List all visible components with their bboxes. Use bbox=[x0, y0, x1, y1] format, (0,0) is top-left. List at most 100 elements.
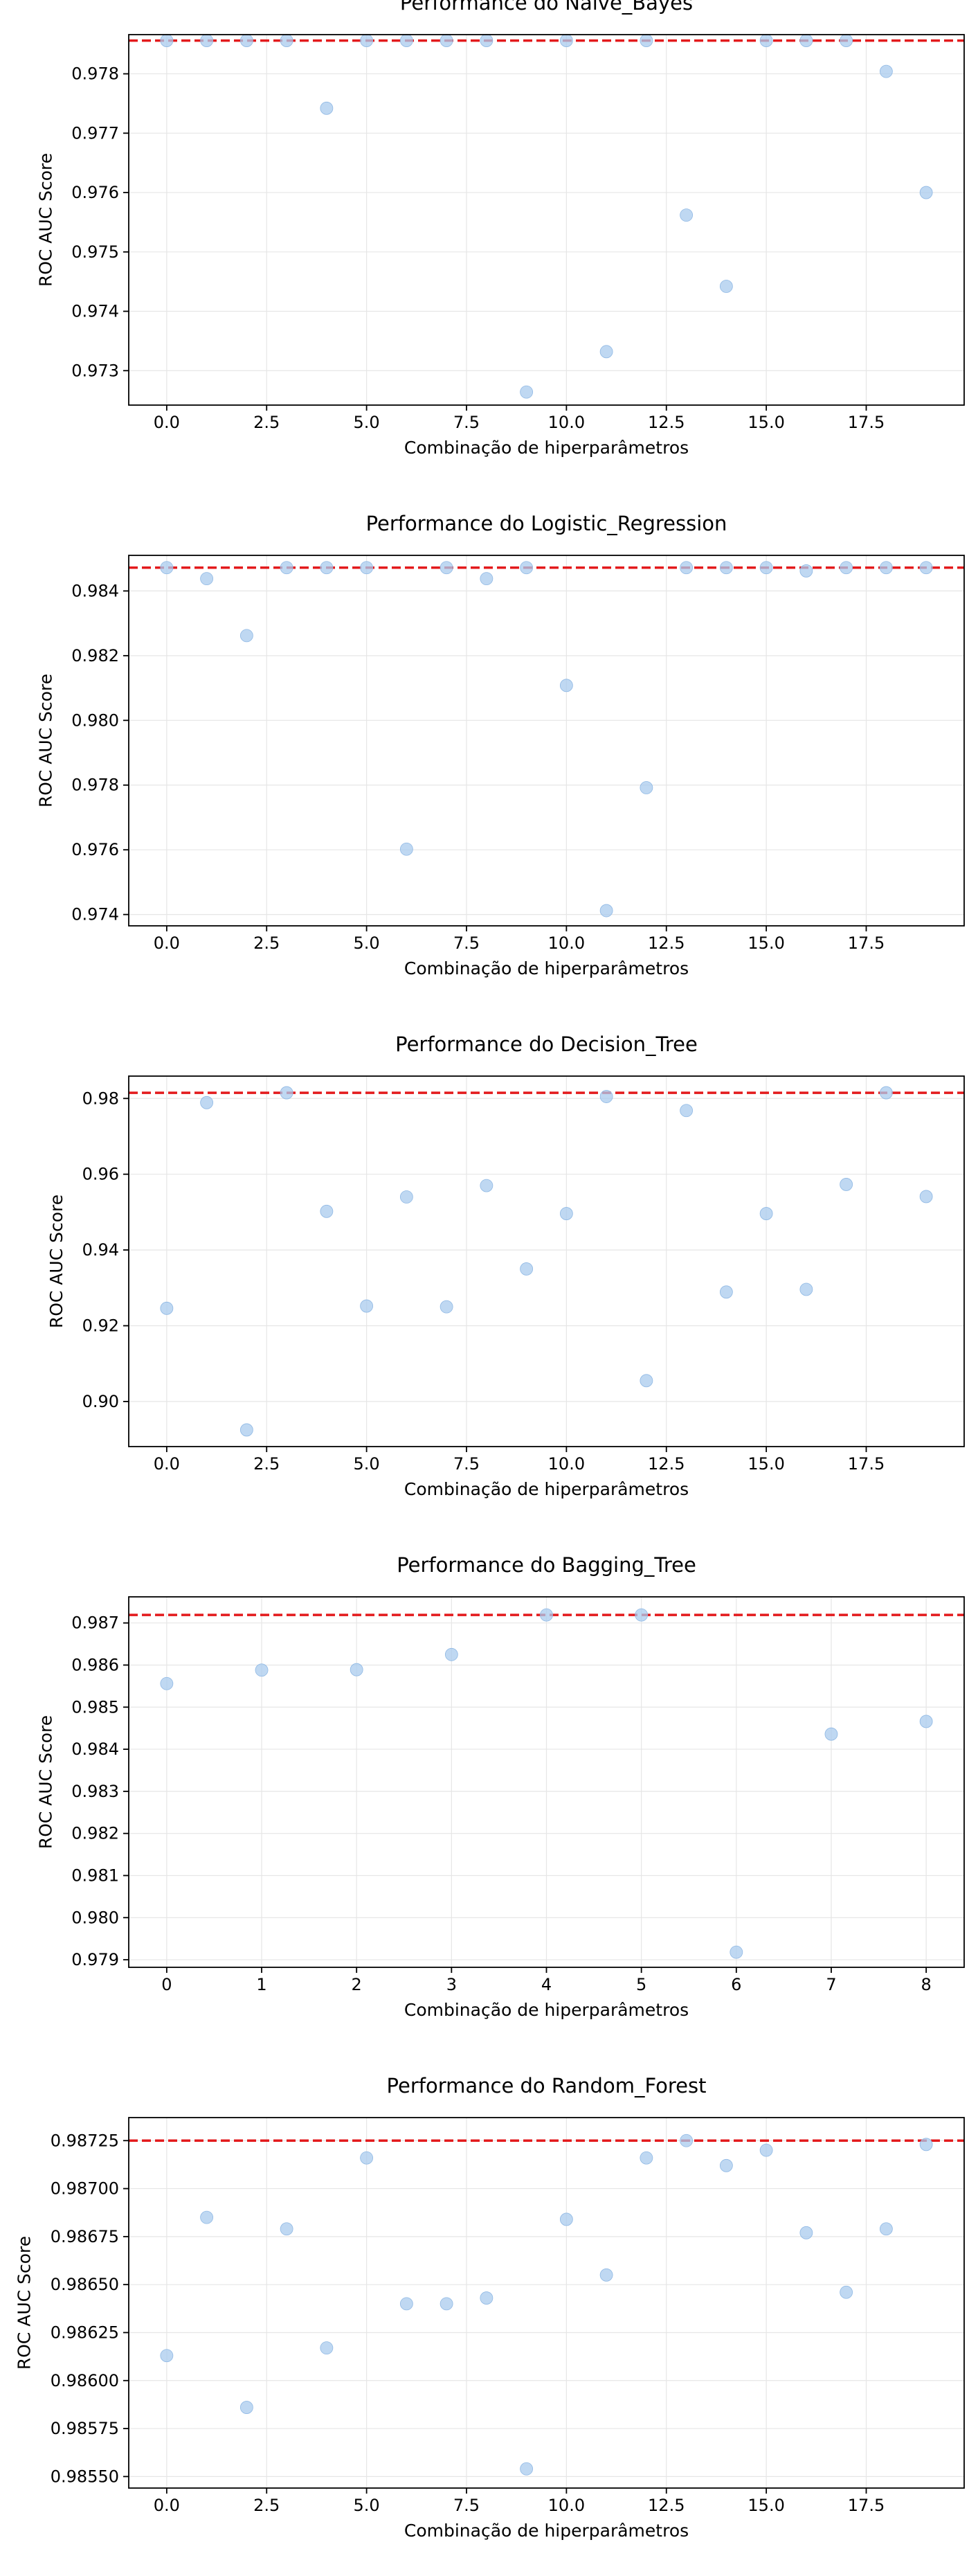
data-point bbox=[640, 2151, 653, 2165]
y-tick-label: 0.973 bbox=[71, 361, 119, 380]
y-tick-label: 0.974 bbox=[71, 302, 119, 321]
data-point bbox=[399, 34, 413, 47]
y-tick-label: 0.984 bbox=[71, 581, 119, 600]
data-point bbox=[200, 2210, 214, 2224]
data-point bbox=[559, 2212, 573, 2226]
data-point bbox=[520, 2462, 534, 2476]
y-tick-label: 0.976 bbox=[71, 183, 119, 202]
y-tick-label: 0.94 bbox=[82, 1240, 119, 1260]
plot-frame bbox=[128, 34, 965, 406]
x-tick-label: 10.0 bbox=[548, 2496, 585, 2515]
y-tick-label: 0.980 bbox=[71, 1908, 119, 1927]
data-point bbox=[440, 2297, 453, 2311]
data-point bbox=[255, 1663, 269, 1677]
data-point bbox=[799, 2226, 813, 2239]
y-tick-label: 0.979 bbox=[71, 1950, 119, 1969]
data-point bbox=[160, 1676, 174, 1690]
data-point bbox=[799, 34, 813, 47]
data-point bbox=[759, 2143, 773, 2157]
y-tick-label: 0.974 bbox=[71, 905, 119, 924]
y-tick-label: 0.977 bbox=[71, 123, 119, 143]
y-tick-label: 0.98625 bbox=[51, 2323, 119, 2342]
data-point bbox=[799, 564, 813, 578]
y-tick-label: 0.98725 bbox=[51, 2131, 119, 2150]
chart-panel-4: 0 1 2 3 4 5 6 7 8 0.979 0.980 0.981 0.982 0.983 0.984 0… bbox=[36, 1553, 965, 2020]
x-tick-label: 15.0 bbox=[748, 2496, 784, 2515]
data-point bbox=[759, 561, 773, 575]
x-tick-label: 12.5 bbox=[648, 2496, 685, 2515]
y-tick-label: 0.98600 bbox=[51, 2371, 119, 2390]
y-tick-label: 0.92 bbox=[82, 1316, 119, 1335]
x-tick-label: 5.0 bbox=[354, 413, 380, 432]
data-point bbox=[719, 2158, 733, 2172]
data-point bbox=[480, 34, 493, 47]
data-point bbox=[440, 34, 453, 47]
y-axis-label: ROC AUC Score bbox=[36, 153, 56, 287]
x-tick-label: 6 bbox=[731, 1975, 741, 1994]
y-axis-label: ROC AUC Score bbox=[36, 1715, 56, 1849]
data-point bbox=[160, 561, 174, 575]
y-tick-label: 0.98550 bbox=[51, 2467, 119, 2486]
data-point bbox=[840, 34, 853, 47]
data-point bbox=[599, 904, 613, 918]
data-point bbox=[824, 1727, 838, 1741]
data-point bbox=[480, 2291, 493, 2305]
x-tick-label: 5 bbox=[636, 1975, 646, 1994]
data-point bbox=[919, 1715, 933, 1728]
data-point bbox=[879, 2222, 893, 2236]
data-point bbox=[719, 561, 733, 575]
y-axis-label: ROC AUC Score bbox=[36, 674, 56, 807]
data-point bbox=[399, 842, 413, 856]
data-point bbox=[640, 781, 653, 794]
data-point bbox=[730, 1945, 743, 1959]
data-point bbox=[559, 34, 573, 47]
plot-frame bbox=[128, 2117, 965, 2489]
data-point bbox=[200, 1095, 214, 1109]
x-tick-label: 17.5 bbox=[848, 933, 885, 953]
data-point bbox=[350, 1663, 363, 1676]
data-point bbox=[520, 1262, 534, 1276]
data-point bbox=[680, 208, 694, 222]
data-point bbox=[160, 1301, 174, 1315]
x-tick-label: 4 bbox=[541, 1975, 552, 1994]
x-tick-label: 7.5 bbox=[453, 413, 480, 432]
y-tick-label: 0.986 bbox=[71, 1655, 119, 1674]
x-tick-label: 5.0 bbox=[354, 2496, 380, 2515]
chart-title: Performance do Logistic_Regression bbox=[366, 512, 727, 535]
x-tick-label: 17.5 bbox=[848, 1454, 885, 1474]
y-tick-label: 0.98675 bbox=[51, 2227, 119, 2246]
x-tick-label: 0 bbox=[161, 1975, 172, 1994]
x-tick-label: 3 bbox=[446, 1975, 457, 1994]
data-point bbox=[879, 1086, 893, 1100]
data-point bbox=[239, 34, 253, 47]
data-point bbox=[239, 629, 253, 643]
data-point bbox=[360, 561, 374, 575]
y-tick-label: 0.981 bbox=[71, 1866, 119, 1885]
data-point bbox=[559, 679, 573, 692]
x-tick-label: 0.0 bbox=[154, 413, 180, 432]
data-point bbox=[919, 2138, 933, 2152]
data-point bbox=[280, 34, 293, 47]
data-point bbox=[399, 2297, 413, 2311]
data-point bbox=[919, 186, 933, 199]
y-tick-label: 0.978 bbox=[71, 776, 119, 795]
y-tick-label: 0.985 bbox=[71, 1697, 119, 1717]
y-tick-label: 0.98700 bbox=[51, 2179, 119, 2199]
data-point bbox=[399, 1190, 413, 1204]
data-point bbox=[919, 561, 933, 575]
data-point bbox=[440, 561, 453, 575]
data-point bbox=[680, 561, 694, 575]
x-axis-label: Combinação de hiperparâmetros bbox=[404, 1479, 689, 1499]
data-point bbox=[840, 1178, 853, 1191]
data-point bbox=[239, 2401, 253, 2414]
x-tick-label: 0.0 bbox=[154, 2496, 180, 2515]
x-tick-label: 8 bbox=[921, 1975, 931, 1994]
y-tick-label: 0.978 bbox=[71, 64, 119, 84]
chart-panel-5: 0.0 2.5 5.0 7.5 10.0 12.5 15.0 17.5 0.98550 0.985… bbox=[15, 2074, 965, 2541]
x-tick-label: 2.5 bbox=[253, 933, 280, 953]
data-point bbox=[360, 2151, 374, 2165]
data-point bbox=[599, 2268, 613, 2282]
data-point bbox=[919, 1190, 933, 1204]
data-point bbox=[200, 34, 214, 47]
data-point bbox=[879, 561, 893, 575]
